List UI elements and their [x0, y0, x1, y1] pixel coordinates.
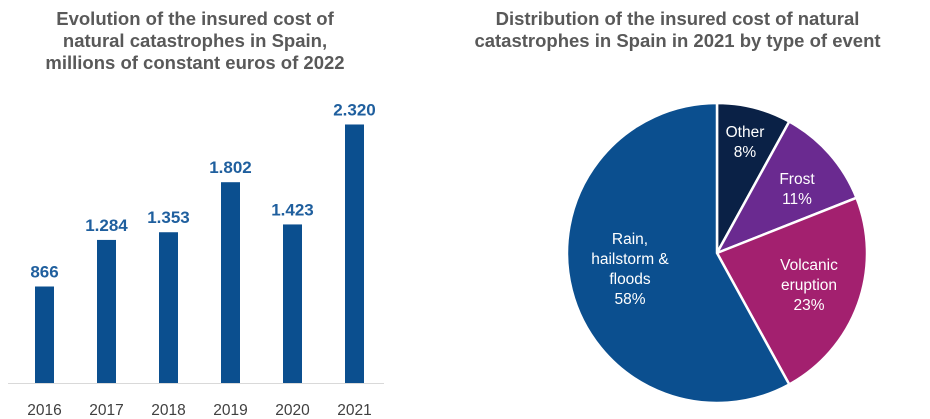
pie-slice-rain-hailstorm-floods: [565, 101, 791, 405]
pie-slice-volcanic-eruption: [715, 196, 869, 387]
pie-label-line: 23%: [793, 297, 824, 314]
pie-label-line: floods: [609, 271, 651, 288]
bar-chart-title-line: millions of constant euros of 2022: [45, 52, 345, 73]
bar-value-label-2021: 2.320: [333, 100, 376, 119]
pie-slice-frost: [714, 119, 859, 256]
pie-label-line: hailstorm &: [591, 251, 669, 268]
bar-value-label-2020: 1.423: [271, 200, 314, 219]
bar-value-label-2018: 1.353: [147, 208, 190, 227]
bar-chart-title-line: natural catastrophes in Spain,: [62, 30, 328, 51]
x-tick-label-2020: 2020: [275, 402, 310, 419]
pie-label-line: eruption: [781, 277, 837, 294]
pie-label-rain-hailstorm-floods: Rain, hailstorm & floods 58%: [591, 231, 669, 308]
bar-2021: [345, 124, 364, 383]
bar-2017: [97, 239, 116, 383]
bar-chart-title: Evolution of the insured cost of natural…: [0, 8, 390, 74]
x-tick-label-2016: 2016: [27, 402, 61, 419]
pie-label-other: Other 8%: [726, 124, 765, 161]
bar-2018: [159, 232, 178, 383]
x-tick-label-2021: 2021: [337, 402, 371, 419]
pie-chart-title-line: Distribution of the insured cost of natu…: [495, 8, 860, 29]
pie-label-line: Rain,: [612, 231, 648, 248]
bar-2016: [35, 286, 54, 383]
pie-label-line: Frost: [779, 171, 815, 188]
bar-2019: [221, 182, 240, 383]
pie-label-line: 58%: [614, 291, 645, 308]
x-tick-label-2019: 2019: [213, 402, 247, 419]
x-tick-label-2017: 2017: [89, 402, 123, 419]
bar-value-label-2016: 866: [30, 263, 58, 282]
bar-2020: [283, 224, 302, 383]
pie-chart: Other 8% Frost 11% Volcanic eruption 23% Rain, h…: [565, 101, 869, 405]
bar-chart-title-line: Evolution of the insured cost of: [56, 8, 334, 29]
pie-label-line: 8%: [734, 144, 757, 161]
pie-label-volcanic-eruption: Volcanic eruption 23%: [780, 257, 838, 314]
pie-label-line: 11%: [782, 191, 812, 208]
pie-label-line: Other: [726, 124, 765, 141]
pie-chart-title: Distribution of the insured cost of natu…: [425, 8, 930, 52]
x-tick-label-2018: 2018: [151, 402, 185, 419]
bar-chart: 866 2016 1.284 2017 1.353 2018 1.802 2019 1.423 2…: [8, 100, 384, 419]
bar-value-label-2017: 1.284: [85, 216, 128, 235]
pie-label-frost: Frost 11%: [779, 171, 815, 208]
pie-label-line: Volcanic: [780, 257, 838, 274]
bar-value-label-2019: 1.802: [209, 158, 252, 177]
pie-chart-title-line: catastrophes in Spain in 2021 by type of…: [474, 30, 881, 51]
